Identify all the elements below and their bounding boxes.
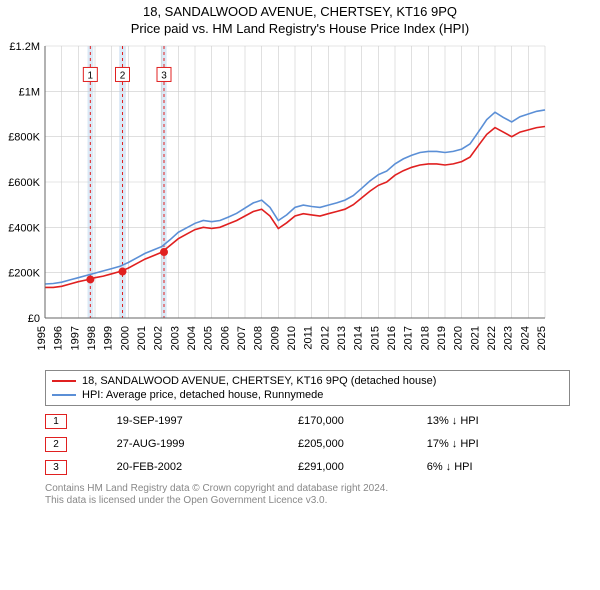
y-tick-label: £400K	[8, 222, 40, 234]
footer-line-1: Contains HM Land Registry data © Crown c…	[45, 483, 570, 496]
marker-badge-cell: 3	[45, 456, 117, 479]
marker-badge-number: 3	[161, 70, 167, 81]
x-tick-label: 2001	[136, 326, 148, 350]
legend-label: HPI: Average price, detached house, Runn…	[82, 389, 323, 401]
y-tick-label: £1.2M	[9, 41, 40, 53]
x-tick-label: 2022	[486, 326, 498, 350]
y-tick-label: £200K	[8, 267, 40, 279]
x-tick-label: 1995	[36, 326, 48, 350]
x-tick-label: 2017	[403, 326, 415, 350]
x-tick-label: 2024	[519, 326, 531, 350]
x-tick-label: 2008	[253, 326, 265, 350]
marker-date: 19-SEP-1997	[117, 410, 298, 433]
x-tick-label: 2020	[453, 326, 465, 350]
x-tick-label: 2014	[353, 326, 365, 350]
x-tick-label: 2013	[336, 326, 348, 350]
x-tick-label: 2010	[286, 326, 298, 350]
x-tick-label: 2009	[269, 326, 281, 350]
y-tick-label: £800K	[8, 131, 40, 143]
footer-attribution: Contains HM Land Registry data © Crown c…	[45, 483, 570, 508]
marker-badge: 1	[45, 414, 67, 429]
x-tick-label: 1996	[53, 326, 65, 350]
marker-point	[119, 267, 127, 275]
marker-badge-number: 2	[120, 70, 126, 81]
marker-price: £205,000	[298, 433, 427, 456]
legend-swatch	[52, 380, 76, 382]
x-tick-label: 2007	[236, 326, 248, 350]
marker-badge: 2	[45, 437, 67, 452]
marker-badge-cell: 2	[45, 433, 117, 456]
legend-label: 18, SANDALWOOD AVENUE, CHERTSEY, KT16 9P…	[82, 375, 436, 387]
x-tick-label: 2011	[303, 326, 315, 350]
marker-row: 3 20-FEB-2002£291,0006% ↓ HPI	[45, 456, 570, 479]
marker-badge-cell: 1	[45, 410, 117, 433]
footer-line-2: This data is licensed under the Open Gov…	[45, 495, 570, 508]
chart-area: £0 £200K £400K £600K £800K £1M £1.2M 1995 1996 19…	[0, 38, 600, 368]
marker-badge-number: 1	[88, 70, 94, 81]
x-tick-label: 2012	[319, 326, 331, 350]
chart-title: 18, SANDALWOOD AVENUE, CHERTSEY, KT16 9P…	[0, 0, 600, 38]
marker-badge: 3	[45, 460, 67, 475]
marker-table: 1 19-SEP-1997£170,00013% ↓ HPI 2 27-AUG-199…	[45, 410, 570, 479]
x-tick-label: 2004	[186, 326, 198, 350]
x-tick-label: 1998	[86, 326, 98, 350]
x-tick-label: 1997	[69, 326, 81, 350]
x-tick-label: 2016	[386, 326, 398, 350]
marker-delta: 13% ↓ HPI	[427, 410, 570, 433]
y-tick-label: £1M	[19, 86, 40, 98]
x-tick-label: 2018	[419, 326, 431, 350]
legend-item: HPI: Average price, detached house, Runn…	[52, 388, 563, 402]
x-tick-label: 2005	[203, 326, 215, 350]
x-tick-label: 2023	[503, 326, 515, 350]
y-tick-label: £600K	[8, 177, 40, 189]
marker-row: 2 27-AUG-1999£205,00017% ↓ HPI	[45, 433, 570, 456]
marker-delta: 17% ↓ HPI	[427, 433, 570, 456]
x-tick-label: 1999	[103, 326, 115, 350]
legend-swatch	[52, 394, 76, 396]
title-line-1: 18, SANDALWOOD AVENUE, CHERTSEY, KT16 9P…	[0, 4, 600, 21]
marker-point	[160, 248, 168, 256]
x-tick-label: 2021	[469, 326, 481, 350]
x-tick-label: 2002	[153, 326, 165, 350]
x-tick-label: 2003	[169, 326, 181, 350]
marker-point	[86, 275, 94, 283]
x-tick-label: 2006	[219, 326, 231, 350]
marker-delta: 6% ↓ HPI	[427, 456, 570, 479]
title-line-2: Price paid vs. HM Land Registry's House …	[0, 21, 600, 38]
x-tick-label: 2015	[369, 326, 381, 350]
y-tick-label: £0	[28, 313, 40, 325]
marker-price: £170,000	[298, 410, 427, 433]
line-chart-svg: £0 £200K £400K £600K £800K £1M £1.2M 1995 1996 19…	[0, 38, 560, 368]
x-tick-label: 2019	[436, 326, 448, 350]
legend-item: 18, SANDALWOOD AVENUE, CHERTSEY, KT16 9P…	[52, 374, 563, 388]
legend: 18, SANDALWOOD AVENUE, CHERTSEY, KT16 9P…	[45, 370, 570, 406]
marker-date: 27-AUG-1999	[117, 433, 298, 456]
x-tick-label: 2025	[536, 326, 548, 350]
marker-date: 20-FEB-2002	[117, 456, 298, 479]
x-tick-label: 2000	[119, 326, 131, 350]
marker-row: 1 19-SEP-1997£170,00013% ↓ HPI	[45, 410, 570, 433]
marker-price: £291,000	[298, 456, 427, 479]
